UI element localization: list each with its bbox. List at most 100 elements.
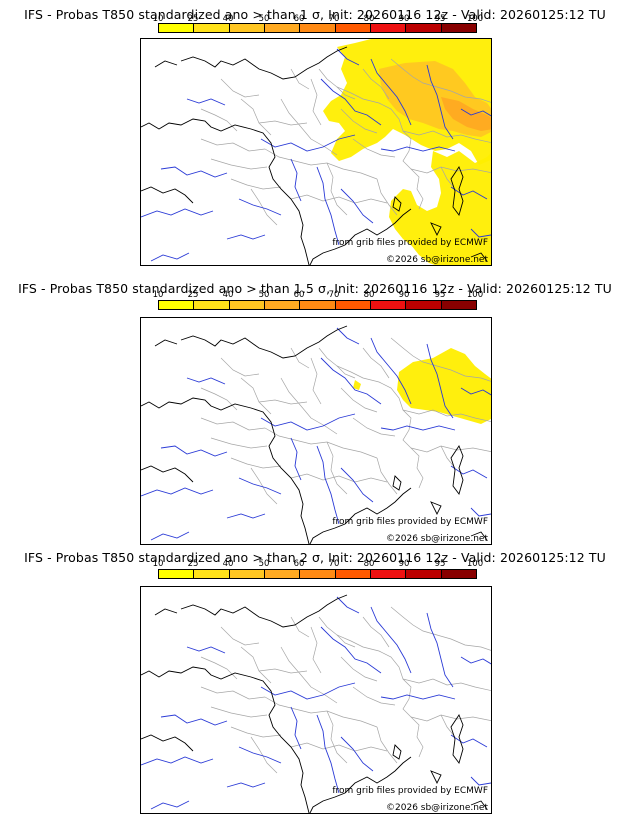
admin-border-line [390,606,491,651]
panel-title: IFS - Probas T850 standardized ano > tha… [18,281,612,296]
copyright-credit: ©2026 sb@irizone.net [386,255,488,265]
river-line [290,706,302,750]
colorbar-segment [335,24,371,32]
admin-border-line [240,377,272,415]
river-line [320,626,382,674]
colorbar-tick-label: 70 [328,14,340,24]
river-line [238,746,282,764]
colorbar-segment [194,301,230,309]
river-line [336,596,360,614]
coastline [141,118,310,265]
map-canvas [141,325,491,544]
colorbar-segment [300,301,336,309]
admin-border-line [258,668,308,674]
colorbar-tick-label: 40 [222,290,234,300]
river-line [150,252,190,262]
coastline [154,608,178,616]
admin-border-line [210,706,268,718]
coastline [450,166,464,216]
admin-border-line [290,68,310,90]
river-line [460,656,491,665]
river-line [186,98,226,106]
admin-border-line [362,616,390,648]
colorbar-segment [406,301,442,309]
coastline [392,744,402,760]
colorbar-tick-label: 60 [293,290,305,300]
river-line [238,477,282,495]
colorbar-segment [300,570,336,578]
river-line [160,445,228,457]
river-line [370,606,412,674]
admin-border-line [200,387,238,411]
river-line [380,146,456,152]
admin-border-line [440,714,456,738]
admin-border-line [220,78,260,98]
river-line [470,507,491,517]
river-line [290,437,302,481]
admin-border-line [362,68,390,100]
source-credit: from grib files provided by ECMWF [332,786,488,796]
colorbar-segment [229,24,265,32]
colorbar-segment [194,24,230,32]
admin-border-line [362,347,390,379]
admin-border-line [280,98,338,156]
panel-title: IFS - Probas T850 standardized ano > tha… [24,550,606,565]
admin-border-line [258,399,308,405]
river-line [340,467,374,503]
admin-border-line [326,162,348,216]
admin-border-line [336,365,356,379]
admin-border-line [336,86,356,100]
coastline [180,46,348,80]
coastline [309,756,412,813]
colorbar-segment [159,24,195,32]
colorbar-labels: 10 25 40 50 60 70 80 90 95 100 [153,559,485,569]
river-line [460,387,491,396]
rivers [141,48,491,262]
admin-border-line [376,457,398,495]
river-line [260,413,356,431]
river-line [160,714,228,726]
admin-border-line [390,337,491,382]
admin-border-line [290,742,388,752]
colorbar-tick-label: 95 [434,14,446,24]
probability-area [397,348,491,424]
river-line [450,186,488,200]
admin-border-line [220,357,260,377]
colorbar-tick-label: 80 [363,14,375,24]
admin-border-line [200,138,266,152]
river-line [340,188,374,224]
coastline [430,770,442,785]
colorbar-segment [335,301,371,309]
admin-border-line [240,98,272,136]
admin-border-line [318,616,424,758]
river-line [316,166,340,246]
admin-border-line [310,78,322,126]
map-panel-3: IFS - Probas T850 standardized ano > tha… [0,538,630,814]
colorbar-tick-label: 25 [187,559,199,569]
river-line [238,198,282,216]
colorbar-tick-label: 40 [222,14,234,24]
coastline [309,208,412,265]
river-line [150,800,190,810]
admin-border-line [200,686,266,700]
admin-border-line [258,120,308,126]
admin-border-line [290,194,388,204]
colorbar-tick-label: 95 [434,559,446,569]
colorbar [158,23,477,33]
colorbar-tick-label: 25 [187,290,199,300]
admin-border-line [352,138,396,158]
source-credit: from grib files provided by ECMWF [332,517,488,527]
admin-border-line [264,148,378,180]
colorbar-tick-label: 10 [152,290,164,300]
river-line [260,682,356,700]
admin-border-line [230,457,282,469]
colorbar-tick-label: 10 [152,14,164,24]
admin-border-line [200,656,238,680]
colorbar-tick-label: 25 [187,14,199,24]
admin-border-line [200,417,266,431]
river-line [186,377,226,385]
map-canvas [141,594,491,813]
river-line [320,357,382,405]
colorbar-segment [159,570,195,578]
river-line [450,734,488,748]
